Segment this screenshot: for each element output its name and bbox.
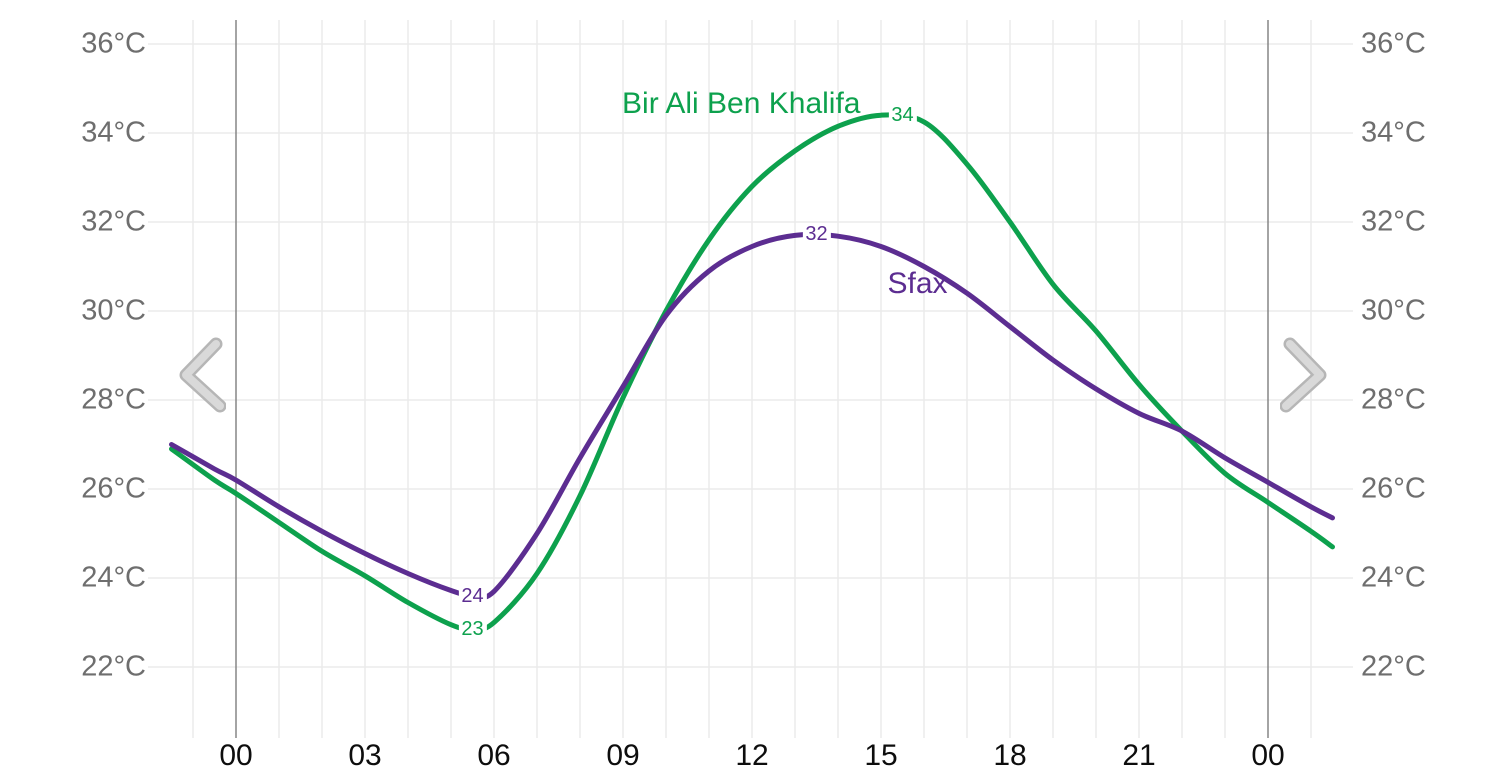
x-axis-label: 03 (348, 739, 382, 772)
y-axis-label-left: 22°C (81, 650, 146, 683)
point-value-label: 32 (802, 223, 831, 246)
y-axis-label-right: 32°C (1361, 205, 1426, 238)
x-axis-label: 12 (735, 739, 769, 772)
series-line-sfax (169, 231, 1335, 600)
y-axis-label-right: 22°C (1361, 650, 1426, 683)
y-axis-label-left: 24°C (81, 561, 146, 594)
x-axis-label: 18 (993, 739, 1027, 772)
y-axis-label-left: 28°C (81, 383, 146, 416)
chevron-left-icon (179, 337, 227, 413)
point-value-label: 23 (458, 618, 487, 641)
y-axis-label-right: 36°C (1361, 27, 1426, 60)
series-label-sfax: Sfax (887, 267, 948, 301)
x-axis-label: 00 (1251, 739, 1285, 772)
y-axis-label-right: 26°C (1361, 472, 1426, 505)
y-axis-label-right: 28°C (1361, 383, 1426, 416)
y-axis-label-right: 34°C (1361, 116, 1426, 149)
y-axis-label-left: 34°C (81, 116, 146, 149)
chevron-right-icon (1279, 337, 1327, 413)
x-axis-label: 09 (606, 739, 640, 772)
y-axis-label-right: 30°C (1361, 294, 1426, 327)
y-axis-label-left: 36°C (81, 27, 146, 60)
point-value-label: 24 (458, 584, 487, 607)
y-axis-label-left: 32°C (81, 205, 146, 238)
y-axis-label-right: 24°C (1361, 561, 1426, 594)
y-axis-label-left: 26°C (81, 472, 146, 505)
x-axis-label: 06 (477, 739, 511, 772)
gridlines (148, 20, 1353, 738)
x-axis-label: 00 (219, 739, 253, 772)
y-axis-label-left: 30°C (81, 294, 146, 327)
point-value-label: 34 (888, 104, 917, 127)
series-label-bir-ali-ben-khalifa: Bir Ali Ben Khalifa (622, 87, 861, 121)
x-axis-label: 21 (1122, 739, 1156, 772)
prev-day-button[interactable] (178, 336, 227, 414)
x-axis-label: 15 (864, 739, 898, 772)
series-line-bir-ali-ben-khalifa (169, 112, 1335, 632)
next-day-button[interactable] (1279, 336, 1328, 414)
